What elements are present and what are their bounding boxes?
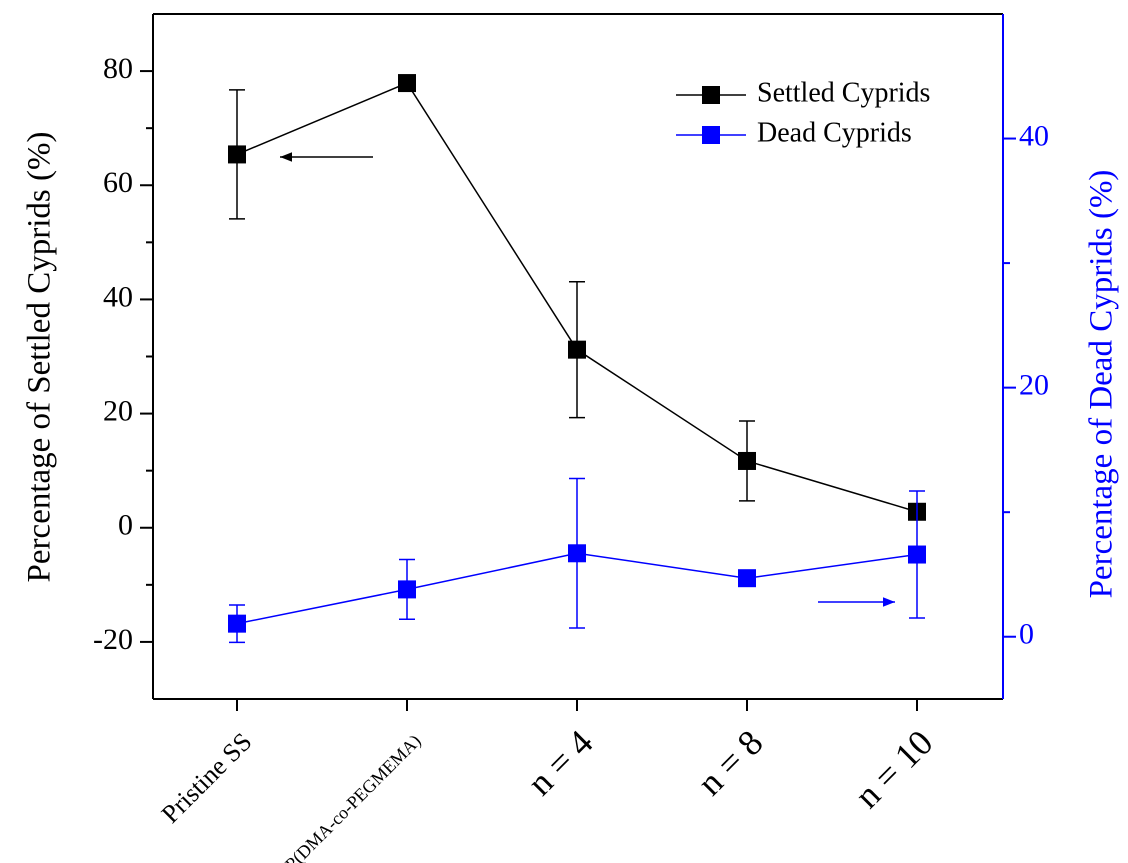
legend-marker	[702, 126, 720, 144]
x-tick-label: Pristine SS	[156, 727, 258, 829]
y-axis-label: Percentage of Settled Cyprids (%)	[22, 132, 58, 583]
legend-label: Dead Cyprids	[757, 117, 912, 148]
y-tick-label: 20	[103, 394, 133, 427]
marker	[398, 580, 416, 599]
y-tick-label: 80	[103, 52, 133, 85]
y-tick-label: 40	[103, 280, 133, 313]
marker	[228, 145, 246, 164]
y2-axis-label: Percentage of Dead Cyprids (%)	[1084, 170, 1120, 599]
legend-marker	[702, 86, 720, 104]
legend-label: Settled Cyprids	[757, 77, 930, 108]
y2-tick-label: 0	[1019, 618, 1034, 651]
y-tick-label: 0	[118, 509, 133, 542]
marker	[908, 545, 926, 564]
marker	[568, 340, 586, 359]
x-tick-label: SS-P(DMA-co-PEGMEMA)	[263, 731, 426, 863]
marker	[398, 74, 416, 93]
x-tick-label: n = 8	[690, 722, 771, 803]
y-tick-label: 60	[103, 166, 133, 199]
y-tick-label: -20	[93, 623, 133, 656]
marker	[738, 569, 756, 588]
y2-tick-label: 40	[1019, 119, 1049, 152]
x-tick-label: n = 10	[847, 722, 941, 816]
marker	[228, 614, 246, 633]
y2-tick-label: 20	[1019, 369, 1049, 402]
marker	[738, 451, 756, 470]
x-tick-label: n = 4	[520, 722, 601, 803]
marker	[568, 544, 586, 563]
